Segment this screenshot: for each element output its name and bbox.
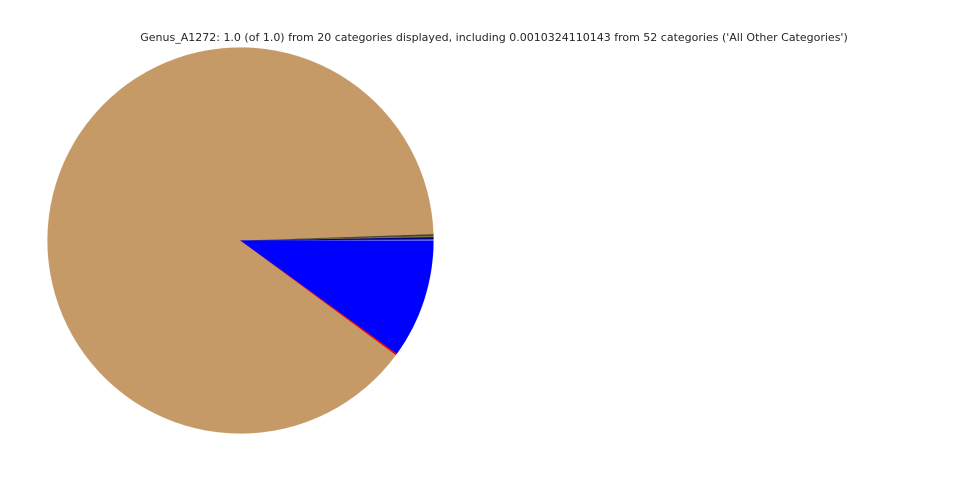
pie-slice-blue-wedge	[240, 240, 434, 354]
chart-title: Genus_A1272: 1.0 (of 1.0) from 20 catego…	[140, 31, 848, 44]
